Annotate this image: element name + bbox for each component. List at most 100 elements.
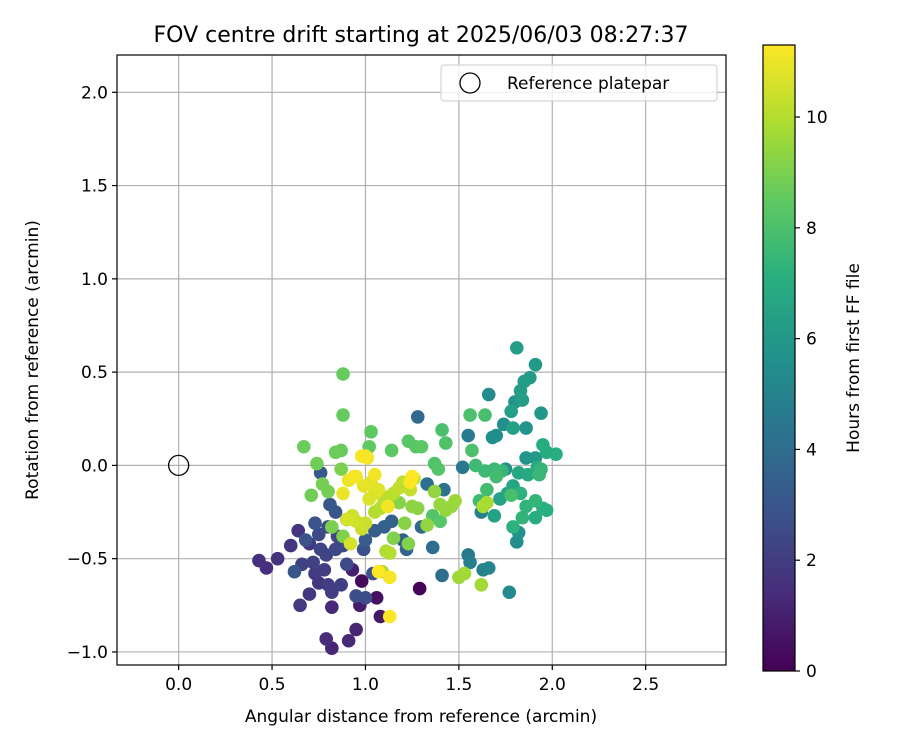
data-point (384, 514, 399, 529)
y-tick-label: 0.0 (81, 456, 108, 476)
x-tick-label: 2.0 (539, 675, 566, 695)
data-point (410, 410, 425, 424)
y-tick-label: 1.0 (81, 270, 108, 290)
data-point (354, 574, 369, 588)
data-point (349, 622, 363, 637)
colorbar-label: Hours from first FF file (844, 263, 864, 453)
colorbar-tick-label: 10 (806, 108, 828, 128)
data-point (461, 428, 476, 443)
data-point (336, 486, 350, 501)
data-point (489, 469, 504, 484)
data-point (325, 600, 339, 614)
data-point (478, 408, 492, 422)
data-point (343, 536, 358, 551)
data-point (371, 564, 386, 579)
data-point (283, 538, 298, 553)
y-tick-label: 1.5 (81, 177, 108, 197)
data-point (539, 503, 554, 517)
data-point (381, 499, 395, 514)
data-point (382, 609, 397, 624)
data-point (427, 484, 442, 499)
data-point (354, 449, 369, 463)
data-point (515, 393, 530, 407)
data-point (519, 421, 533, 435)
data-point (367, 467, 382, 482)
data-point (358, 591, 373, 605)
data-point (481, 387, 496, 402)
data-point (455, 460, 470, 475)
data-point (341, 633, 356, 648)
data-point (382, 546, 397, 560)
data-point (311, 527, 326, 542)
data-point (528, 494, 543, 508)
data-point (317, 563, 332, 577)
data-point (336, 408, 350, 422)
data-point (515, 510, 530, 525)
data-point (532, 467, 546, 482)
data-point (425, 540, 440, 555)
data-point (414, 439, 429, 454)
data-point (468, 458, 483, 473)
colorbar-tick-label: 4 (806, 440, 817, 460)
y-tick-label: −1.0 (67, 643, 108, 663)
data-point (321, 577, 335, 592)
data-point (298, 533, 313, 547)
data-point (386, 531, 401, 545)
data-point (306, 555, 320, 570)
x-tick-label: 0.0 (165, 675, 192, 695)
data-point (549, 447, 563, 462)
data-point (435, 568, 449, 583)
data-point (297, 439, 311, 454)
data-point (534, 406, 548, 420)
data-point (293, 598, 307, 613)
data-points (252, 341, 563, 656)
data-point (410, 501, 425, 516)
data-point (308, 516, 322, 531)
data-point (448, 494, 462, 508)
data-point (528, 357, 543, 372)
data-point (323, 497, 337, 512)
data-point (310, 456, 324, 471)
data-point (334, 462, 348, 476)
data-point (480, 482, 494, 497)
data-point (504, 404, 518, 419)
data-point (373, 609, 388, 624)
data-point (334, 577, 348, 592)
data-point (506, 520, 520, 534)
legend: Reference platepar (440, 64, 718, 102)
data-point (435, 423, 449, 437)
data-point (270, 551, 285, 566)
legend-box (440, 64, 718, 102)
data-point (304, 488, 319, 503)
x-axis-label: Angular distance from reference (arcmin) (245, 707, 597, 727)
data-point (325, 520, 339, 534)
data-point (401, 536, 416, 551)
data-point (319, 632, 334, 646)
data-point (431, 462, 446, 476)
x-tick-label: 1.5 (445, 675, 472, 695)
data-point (502, 585, 517, 600)
data-point (463, 408, 477, 422)
data-point (506, 421, 520, 435)
data-point (519, 451, 533, 465)
reference-platepar-marker (167, 454, 190, 477)
data-point (356, 479, 371, 493)
data-point (291, 523, 306, 538)
data-point (405, 469, 419, 484)
data-point (347, 469, 362, 484)
data-point (336, 367, 350, 381)
grid-lines (117, 55, 726, 665)
colorbar-tick-label: 0 (806, 662, 817, 682)
colorbar-tick-label: 6 (806, 330, 817, 350)
data-point (369, 591, 384, 605)
legend-marker-icon (459, 72, 481, 94)
data-point (465, 443, 479, 458)
data-point (521, 467, 535, 482)
data-point (259, 561, 274, 575)
data-point (487, 508, 502, 523)
data-point (358, 533, 373, 547)
data-point (480, 495, 494, 510)
colorbar-tick-label: 8 (806, 219, 817, 239)
data-point (528, 510, 543, 525)
